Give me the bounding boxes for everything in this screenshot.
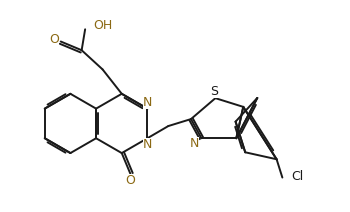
Text: O: O [49,33,60,46]
Text: Cl: Cl [291,170,303,183]
Text: N: N [143,138,152,151]
Text: S: S [210,85,218,98]
Text: N: N [190,137,199,150]
Text: OH: OH [93,19,112,32]
Text: O: O [126,174,135,187]
Text: N: N [143,96,152,109]
